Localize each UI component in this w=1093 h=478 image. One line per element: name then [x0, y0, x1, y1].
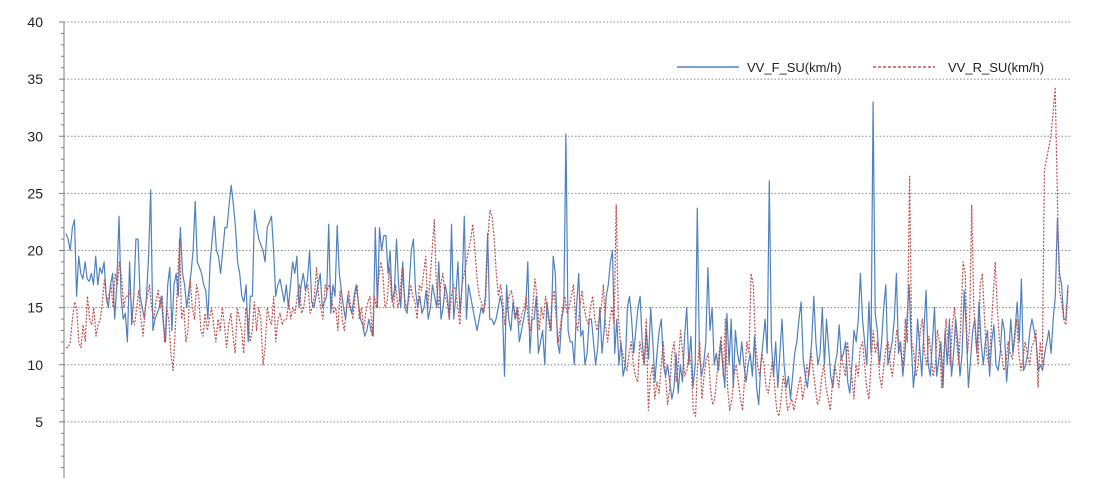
y-axis: 5 10 15 20 25 30 35 40 — [27, 14, 65, 478]
series-line-vv-f-su — [65, 101, 1069, 406]
y-tick-label-40: 40 — [27, 14, 43, 30]
legend-label-2: VV_R_SU(km/h) — [948, 60, 1044, 75]
y-tick-label-5: 5 — [35, 414, 43, 430]
y-tick-label-10: 10 — [27, 357, 43, 373]
y-tick-label-30: 30 — [27, 128, 43, 144]
y-tick-label-25: 25 — [27, 185, 43, 201]
y-tick-label-15: 15 — [27, 300, 43, 316]
legend: VV_F_SU(km/h) VV_R_SU(km/h) — [677, 60, 1044, 75]
plot-area — [65, 86, 1069, 417]
y-tick-label-20: 20 — [27, 243, 43, 259]
legend-label-1: VV_F_SU(km/h) — [747, 60, 842, 75]
series-line-vv-r-su — [66, 86, 1069, 417]
y-tick-label-35: 35 — [27, 71, 43, 87]
